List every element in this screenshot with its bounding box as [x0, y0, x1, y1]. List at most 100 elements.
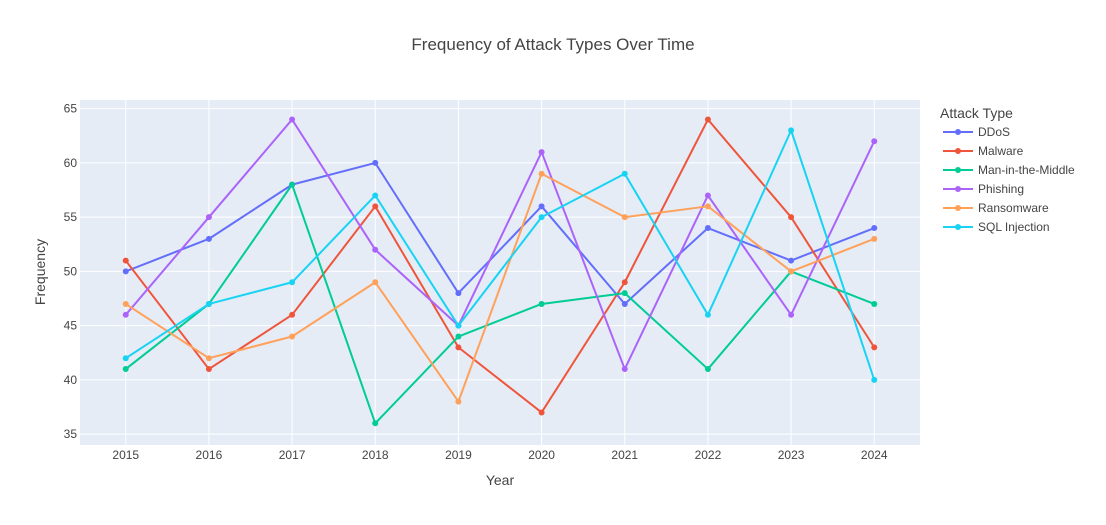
data-point-phishing	[205, 214, 212, 221]
data-point-sql-injection	[621, 170, 628, 177]
chart-title: Frequency of Attack Types Over Time	[411, 35, 694, 54]
data-point-malware	[122, 257, 129, 264]
series-malware	[122, 116, 878, 416]
data-point-ransomware	[122, 300, 129, 307]
y-tick-label: 40	[64, 373, 78, 387]
data-point-ddos	[538, 203, 545, 210]
data-point-ransomware	[538, 170, 545, 177]
series-line-sql-injection	[125, 129, 876, 381]
legend-label: DDoS	[978, 125, 1010, 139]
y-axis-title: Frequency	[32, 239, 48, 305]
data-point-malware	[871, 344, 878, 351]
x-axis-ticks: 2015 2016 2017 2018 2019 2020 2021 2022 2023 2024	[112, 448, 888, 462]
data-point-man-in-the-middle	[372, 420, 379, 427]
y-tick-label: 35	[64, 427, 78, 441]
legend-swatch-marker	[955, 205, 961, 211]
legend-item-malware[interactable]: Malware	[943, 144, 1024, 158]
data-point-sql-injection	[122, 355, 129, 362]
data-point-ddos	[372, 159, 379, 166]
series-ransomware	[122, 170, 878, 405]
legend-title: Attack Type	[940, 105, 1013, 121]
data-point-phishing	[122, 311, 129, 318]
data-point-phishing	[289, 116, 296, 123]
legend-item-man-in-the-middle[interactable]: Man-in-the-Middle	[943, 163, 1075, 177]
x-tick-label: 2022	[695, 448, 722, 462]
x-tick-label: 2024	[861, 448, 888, 462]
data-point-malware	[704, 116, 711, 123]
data-point-sql-injection	[704, 311, 711, 318]
data-point-sql-injection	[455, 322, 462, 329]
y-axis-ticks: 35 40 45 50 55 60 65	[64, 102, 78, 441]
legend-item-phishing[interactable]: Phishing	[943, 182, 1024, 196]
data-point-ddos	[871, 225, 878, 232]
legend-swatch-marker	[955, 148, 961, 154]
y-tick-label: 50	[64, 264, 78, 278]
data-point-ddos	[205, 235, 212, 242]
data-point-ddos	[455, 290, 462, 297]
data-point-sql-injection	[788, 127, 795, 134]
data-point-phishing	[788, 311, 795, 318]
data-point-sql-injection	[372, 192, 379, 199]
data-point-sql-injection	[538, 214, 545, 221]
data-point-man-in-the-middle	[621, 290, 628, 297]
data-point-man-in-the-middle	[289, 181, 296, 188]
series-line-malware	[124, 118, 876, 414]
legend-label: SQL Injection	[978, 220, 1050, 234]
series-line-phishing	[124, 118, 876, 371]
data-point-malware	[372, 203, 379, 210]
legend-item-ddos[interactable]: DDoS	[943, 125, 1010, 139]
data-point-man-in-the-middle	[538, 300, 545, 307]
legend: Attack Type DDoS Malware Man-in-the-Middle…	[940, 105, 1075, 234]
x-tick-label: 2017	[279, 448, 306, 462]
x-tick-label: 2021	[611, 448, 638, 462]
data-point-ransomware	[289, 333, 296, 340]
data-point-man-in-the-middle	[455, 333, 462, 340]
data-point-ransomware	[621, 214, 628, 221]
x-tick-label: 2018	[362, 448, 389, 462]
data-point-man-in-the-middle	[704, 366, 711, 373]
x-tick-label: 2023	[778, 448, 805, 462]
x-tick-label: 2016	[196, 448, 223, 462]
legend-swatch-marker	[955, 186, 961, 192]
data-point-sql-injection	[289, 279, 296, 286]
data-point-malware	[455, 344, 462, 351]
x-tick-label: 2015	[112, 448, 139, 462]
legend-label: Malware	[978, 144, 1024, 158]
y-tick-label: 45	[64, 319, 78, 333]
x-tick-label: 2020	[528, 448, 555, 462]
data-point-sql-injection	[205, 300, 212, 307]
data-point-malware	[289, 311, 296, 318]
data-point-phishing	[871, 138, 878, 145]
y-tick-label: 60	[64, 156, 78, 170]
legend-swatch-marker	[955, 224, 961, 230]
data-point-phishing	[704, 192, 711, 199]
y-tick-label: 65	[64, 102, 78, 116]
data-point-ransomware	[871, 235, 878, 242]
data-point-ddos	[704, 225, 711, 232]
data-point-man-in-the-middle	[122, 366, 129, 373]
legend-item-sql-injection[interactable]: SQL Injection	[943, 220, 1050, 234]
data-point-ransomware	[372, 279, 379, 286]
data-point-ddos	[122, 268, 129, 275]
data-point-ransomware	[205, 355, 212, 362]
data-point-phishing	[372, 246, 379, 253]
series-line-ransomware	[125, 172, 875, 403]
data-point-man-in-the-middle	[871, 300, 878, 307]
data-point-phishing	[621, 366, 628, 373]
x-tick-label: 2019	[445, 448, 472, 462]
data-point-phishing	[538, 149, 545, 156]
legend-item-ransomware[interactable]: Ransomware	[943, 201, 1049, 215]
legend-label: Ransomware	[978, 201, 1049, 215]
data-point-malware	[538, 409, 545, 416]
legend-swatch-marker	[955, 167, 961, 173]
series-sql-injection	[122, 127, 878, 383]
series-layer	[122, 116, 878, 427]
data-point-ddos	[621, 300, 628, 307]
data-point-ransomware	[788, 268, 795, 275]
data-point-ransomware	[455, 398, 462, 405]
y-tick-label: 55	[64, 210, 78, 224]
series-line-ddos	[125, 161, 875, 305]
data-point-sql-injection	[871, 376, 878, 383]
legend-label: Man-in-the-Middle	[978, 163, 1075, 177]
series-line-man-in-the-middle	[125, 183, 875, 425]
